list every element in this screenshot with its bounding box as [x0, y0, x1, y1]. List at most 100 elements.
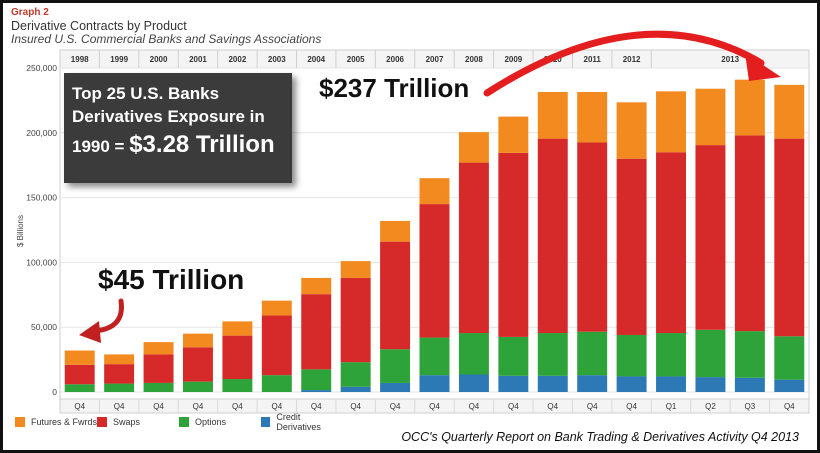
x-tick-label: Q3 — [745, 402, 756, 411]
x-tick-label: Q4 — [626, 402, 637, 411]
chart-legend: Futures & Fwrds Swaps Options Credit Der… — [15, 412, 343, 432]
bar-segment-options — [340, 362, 371, 387]
legend-swatch-options — [179, 417, 189, 427]
bar-segment-swaps — [301, 294, 332, 370]
x-tick-label: Q4 — [271, 402, 282, 411]
bar-segment-futures — [380, 220, 411, 242]
bar-segment-swaps — [656, 152, 687, 334]
bar-segment-options — [498, 336, 529, 376]
bar-segment-futures — [656, 91, 687, 153]
y-tick-label: 0 — [52, 387, 57, 397]
x-tick-label: Q4 — [469, 402, 480, 411]
legend-item-options: Options — [179, 412, 261, 432]
bar-segment-futures — [261, 300, 292, 316]
y-tick-label: 150,000 — [26, 193, 57, 203]
bar-segment-options — [182, 381, 213, 392]
bar-segment-options — [458, 333, 489, 375]
year-label: 2013 — [721, 55, 739, 64]
x-tick-label: Q4 — [311, 402, 322, 411]
y-tick-label: 250,000 — [26, 63, 57, 73]
bar-segment-swaps — [222, 335, 253, 380]
bar-segment-futures — [340, 261, 371, 278]
bar-segment-swaps — [734, 135, 765, 332]
legend-swatch-swaps — [97, 417, 107, 427]
x-tick-label: Q4 — [350, 402, 361, 411]
x-tick-label: Q4 — [784, 402, 795, 411]
x-tick-label: Q4 — [114, 402, 125, 411]
bar-segment-futures — [498, 116, 529, 153]
bar-segment-credit — [734, 377, 765, 392]
bar-segment-swaps — [537, 138, 568, 334]
bar-segment-options — [104, 383, 135, 392]
bar-segment-credit — [656, 376, 687, 392]
x-tick-label: Q1 — [666, 402, 677, 411]
bar-segment-futures — [222, 321, 253, 336]
year-label: 2009 — [504, 55, 522, 64]
legend-item-credit: Credit Derivatives — [261, 412, 343, 432]
year-label: 2005 — [347, 55, 365, 64]
x-tick-label: Q4 — [153, 402, 164, 411]
bar-segment-swaps — [340, 277, 371, 363]
bar-segment-swaps — [498, 152, 529, 337]
x-tick-label: Q4 — [232, 402, 243, 411]
bar-segment-options — [419, 337, 450, 376]
quarter-band — [59, 398, 810, 414]
year-label: 2003 — [268, 55, 286, 64]
bar-segment-credit — [458, 374, 489, 392]
bar-segment-futures — [577, 91, 608, 143]
bar-segment-swaps — [774, 138, 805, 337]
bar-segment-futures — [104, 354, 135, 365]
x-tick-label: Q4 — [193, 402, 204, 411]
red-arrow-head — [745, 53, 781, 81]
legend-label-futures: Futures & Fwrds — [31, 417, 98, 427]
chart-header: Graph 2 Derivative Contracts by Product … — [11, 7, 321, 47]
legend-label-options: Options — [195, 417, 227, 427]
legend-swatch-credit — [261, 417, 271, 427]
bar-segment-futures — [419, 178, 450, 205]
y-axis-label: $ Billions — [16, 215, 25, 247]
year-label: 1998 — [71, 55, 89, 64]
legend-label-swaps: Swaps — [113, 417, 141, 427]
year-label: 1999 — [110, 55, 128, 64]
bar-segment-futures — [182, 333, 213, 348]
bar-segment-swaps — [458, 162, 489, 334]
year-label: 2011 — [584, 55, 602, 64]
bar-segment-options — [222, 379, 253, 392]
stacked-bar-chart: 0 50,000 100,000 150,000 200,000 250,000 $ Bil… — [16, 30, 810, 414]
bar-segment-futures — [143, 342, 174, 355]
bar-segment-credit — [695, 377, 726, 392]
bar-segment-swaps — [419, 204, 450, 338]
bar-segment-credit — [419, 375, 450, 392]
bar-segment-credit — [577, 375, 608, 392]
bar-segment-futures — [458, 132, 489, 163]
bar-segment-credit — [340, 386, 371, 392]
y-tick-label: 200,000 — [26, 128, 57, 138]
bar-segment-credit — [380, 382, 411, 392]
bar-segment-options — [774, 336, 805, 380]
bar-segment-futures — [734, 79, 765, 136]
callout-line-3: 1990 = $3.28 Trillion — [72, 129, 292, 161]
source-note: OCC's Quarterly Report on Bank Trading &… — [401, 430, 799, 444]
bar-segment-options — [143, 382, 174, 392]
x-tick-label: Q4 — [508, 402, 519, 411]
year-label: 2000 — [150, 55, 168, 64]
year-label: 2004 — [307, 55, 325, 64]
bar-segment-options — [537, 333, 568, 376]
bar-segment-credit — [537, 375, 568, 392]
bar-segment-options — [656, 333, 687, 377]
year-label: 2006 — [386, 55, 404, 64]
bar-segment-swaps — [261, 315, 292, 376]
bar-segment-swaps — [380, 241, 411, 350]
year-label: 2012 — [623, 55, 641, 64]
year-label: 2008 — [465, 55, 483, 64]
bar-segment-futures — [537, 91, 568, 139]
legend-item-swaps: Swaps — [97, 412, 179, 432]
callout-line-2: Derivatives Exposure in — [72, 106, 265, 126]
x-tick-label: Q4 — [74, 402, 85, 411]
year-label: 2007 — [426, 55, 444, 64]
x-tick-label: Q4 — [547, 402, 558, 411]
bar-segment-futures — [616, 102, 647, 159]
bar-segment-credit — [616, 376, 647, 392]
bar-segment-swaps — [695, 145, 726, 330]
